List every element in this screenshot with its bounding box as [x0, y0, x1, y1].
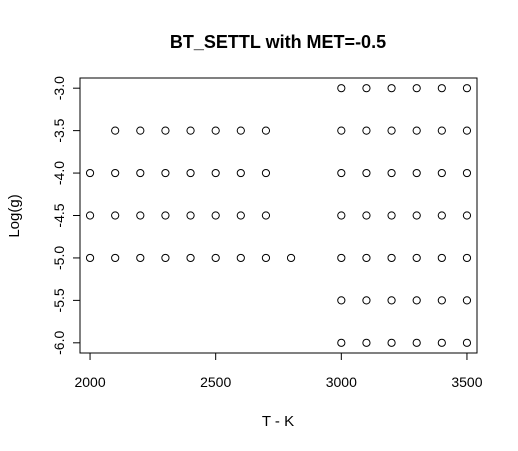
y-tick-label: -5.0: [51, 246, 67, 270]
data-point: [412, 296, 421, 305]
data-point: [136, 253, 145, 263]
data-point: [437, 211, 446, 220]
data-point: [236, 168, 245, 178]
y-tick-label: -3.5: [51, 118, 67, 142]
data-point: [437, 84, 446, 93]
data-point: [186, 126, 195, 135]
data-point: [337, 296, 346, 305]
y-axis: -3.0 -3.5 -4.0 -4.5 -5.0 -5.5 -6.0: [51, 76, 80, 355]
data-point: [387, 338, 396, 347]
x-tick-label: 3500: [451, 374, 482, 390]
data-point: [412, 84, 421, 93]
x-axis: 2000 2500 3000 3500: [74, 353, 483, 390]
x-tick-label: 2500: [200, 374, 231, 390]
plot-frame: [79, 77, 478, 354]
data-point: [437, 338, 446, 347]
data-point: [387, 253, 396, 263]
data-point: [437, 126, 446, 135]
data-point: [136, 168, 145, 178]
data-point: [437, 168, 446, 178]
data-point: [412, 126, 421, 135]
data-point: [462, 253, 472, 263]
data-point: [211, 126, 220, 135]
data-point: [412, 253, 421, 263]
data-point: [412, 211, 421, 220]
data-point: [211, 253, 220, 263]
data-point: [111, 168, 120, 178]
data-points: [85, 84, 472, 347]
data-point: [412, 168, 421, 178]
data-point: [236, 253, 245, 263]
data-point: [462, 338, 472, 347]
data-point: [437, 296, 446, 305]
data-point: [462, 168, 472, 178]
data-point: [387, 126, 396, 135]
data-point: [261, 253, 271, 263]
data-point: [387, 211, 396, 220]
data-point: [387, 168, 396, 178]
data-point: [261, 168, 271, 178]
data-point: [387, 84, 396, 93]
x-axis-label: T - K: [262, 413, 294, 430]
y-tick-label: -6.0: [51, 331, 67, 355]
data-point: [462, 84, 472, 93]
y-tick-label: -4.5: [51, 203, 67, 227]
data-point: [462, 211, 472, 220]
y-tick-label: -3.0: [51, 76, 67, 100]
data-point: [362, 168, 371, 178]
x-tick-label: 3000: [326, 374, 357, 390]
data-point: [161, 126, 170, 135]
data-point: [261, 126, 271, 135]
data-point: [362, 253, 371, 263]
data-point: [337, 338, 346, 347]
data-point: [161, 253, 170, 263]
data-point: [362, 296, 371, 305]
data-point: [337, 84, 346, 93]
data-point: [437, 253, 446, 263]
data-point: [211, 211, 220, 220]
data-point: [136, 126, 145, 135]
y-tick-label: -4.0: [51, 161, 67, 185]
data-point: [186, 253, 195, 263]
data-point: [462, 296, 472, 305]
data-point: [387, 296, 396, 305]
data-point: [111, 126, 120, 135]
data-point: [161, 211, 170, 220]
data-point: [337, 126, 346, 135]
data-point: [111, 211, 120, 220]
data-point: [337, 211, 346, 220]
chart-title: BT_SETTL with MET=-0.5: [170, 32, 386, 52]
data-point: [337, 168, 346, 178]
data-point: [261, 211, 271, 220]
data-point: [85, 168, 95, 178]
data-point: [186, 211, 195, 220]
y-axis-label: Log(g): [6, 194, 23, 237]
data-point: [286, 253, 296, 263]
data-point: [136, 211, 145, 220]
data-point: [161, 168, 170, 178]
data-point: [462, 126, 472, 135]
data-point: [236, 126, 245, 135]
x-tick-label: 2000: [74, 374, 105, 390]
data-point: [85, 253, 95, 263]
data-point: [211, 168, 220, 178]
data-point: [186, 168, 195, 178]
data-point: [362, 126, 371, 135]
data-point: [236, 211, 245, 220]
data-point: [111, 253, 120, 263]
data-point: [337, 253, 346, 263]
data-point: [362, 338, 371, 347]
data-point: [362, 84, 371, 93]
y-tick-label: -5.5: [51, 288, 67, 312]
data-point: [85, 211, 95, 220]
data-point: [412, 338, 421, 347]
data-point: [362, 211, 371, 220]
